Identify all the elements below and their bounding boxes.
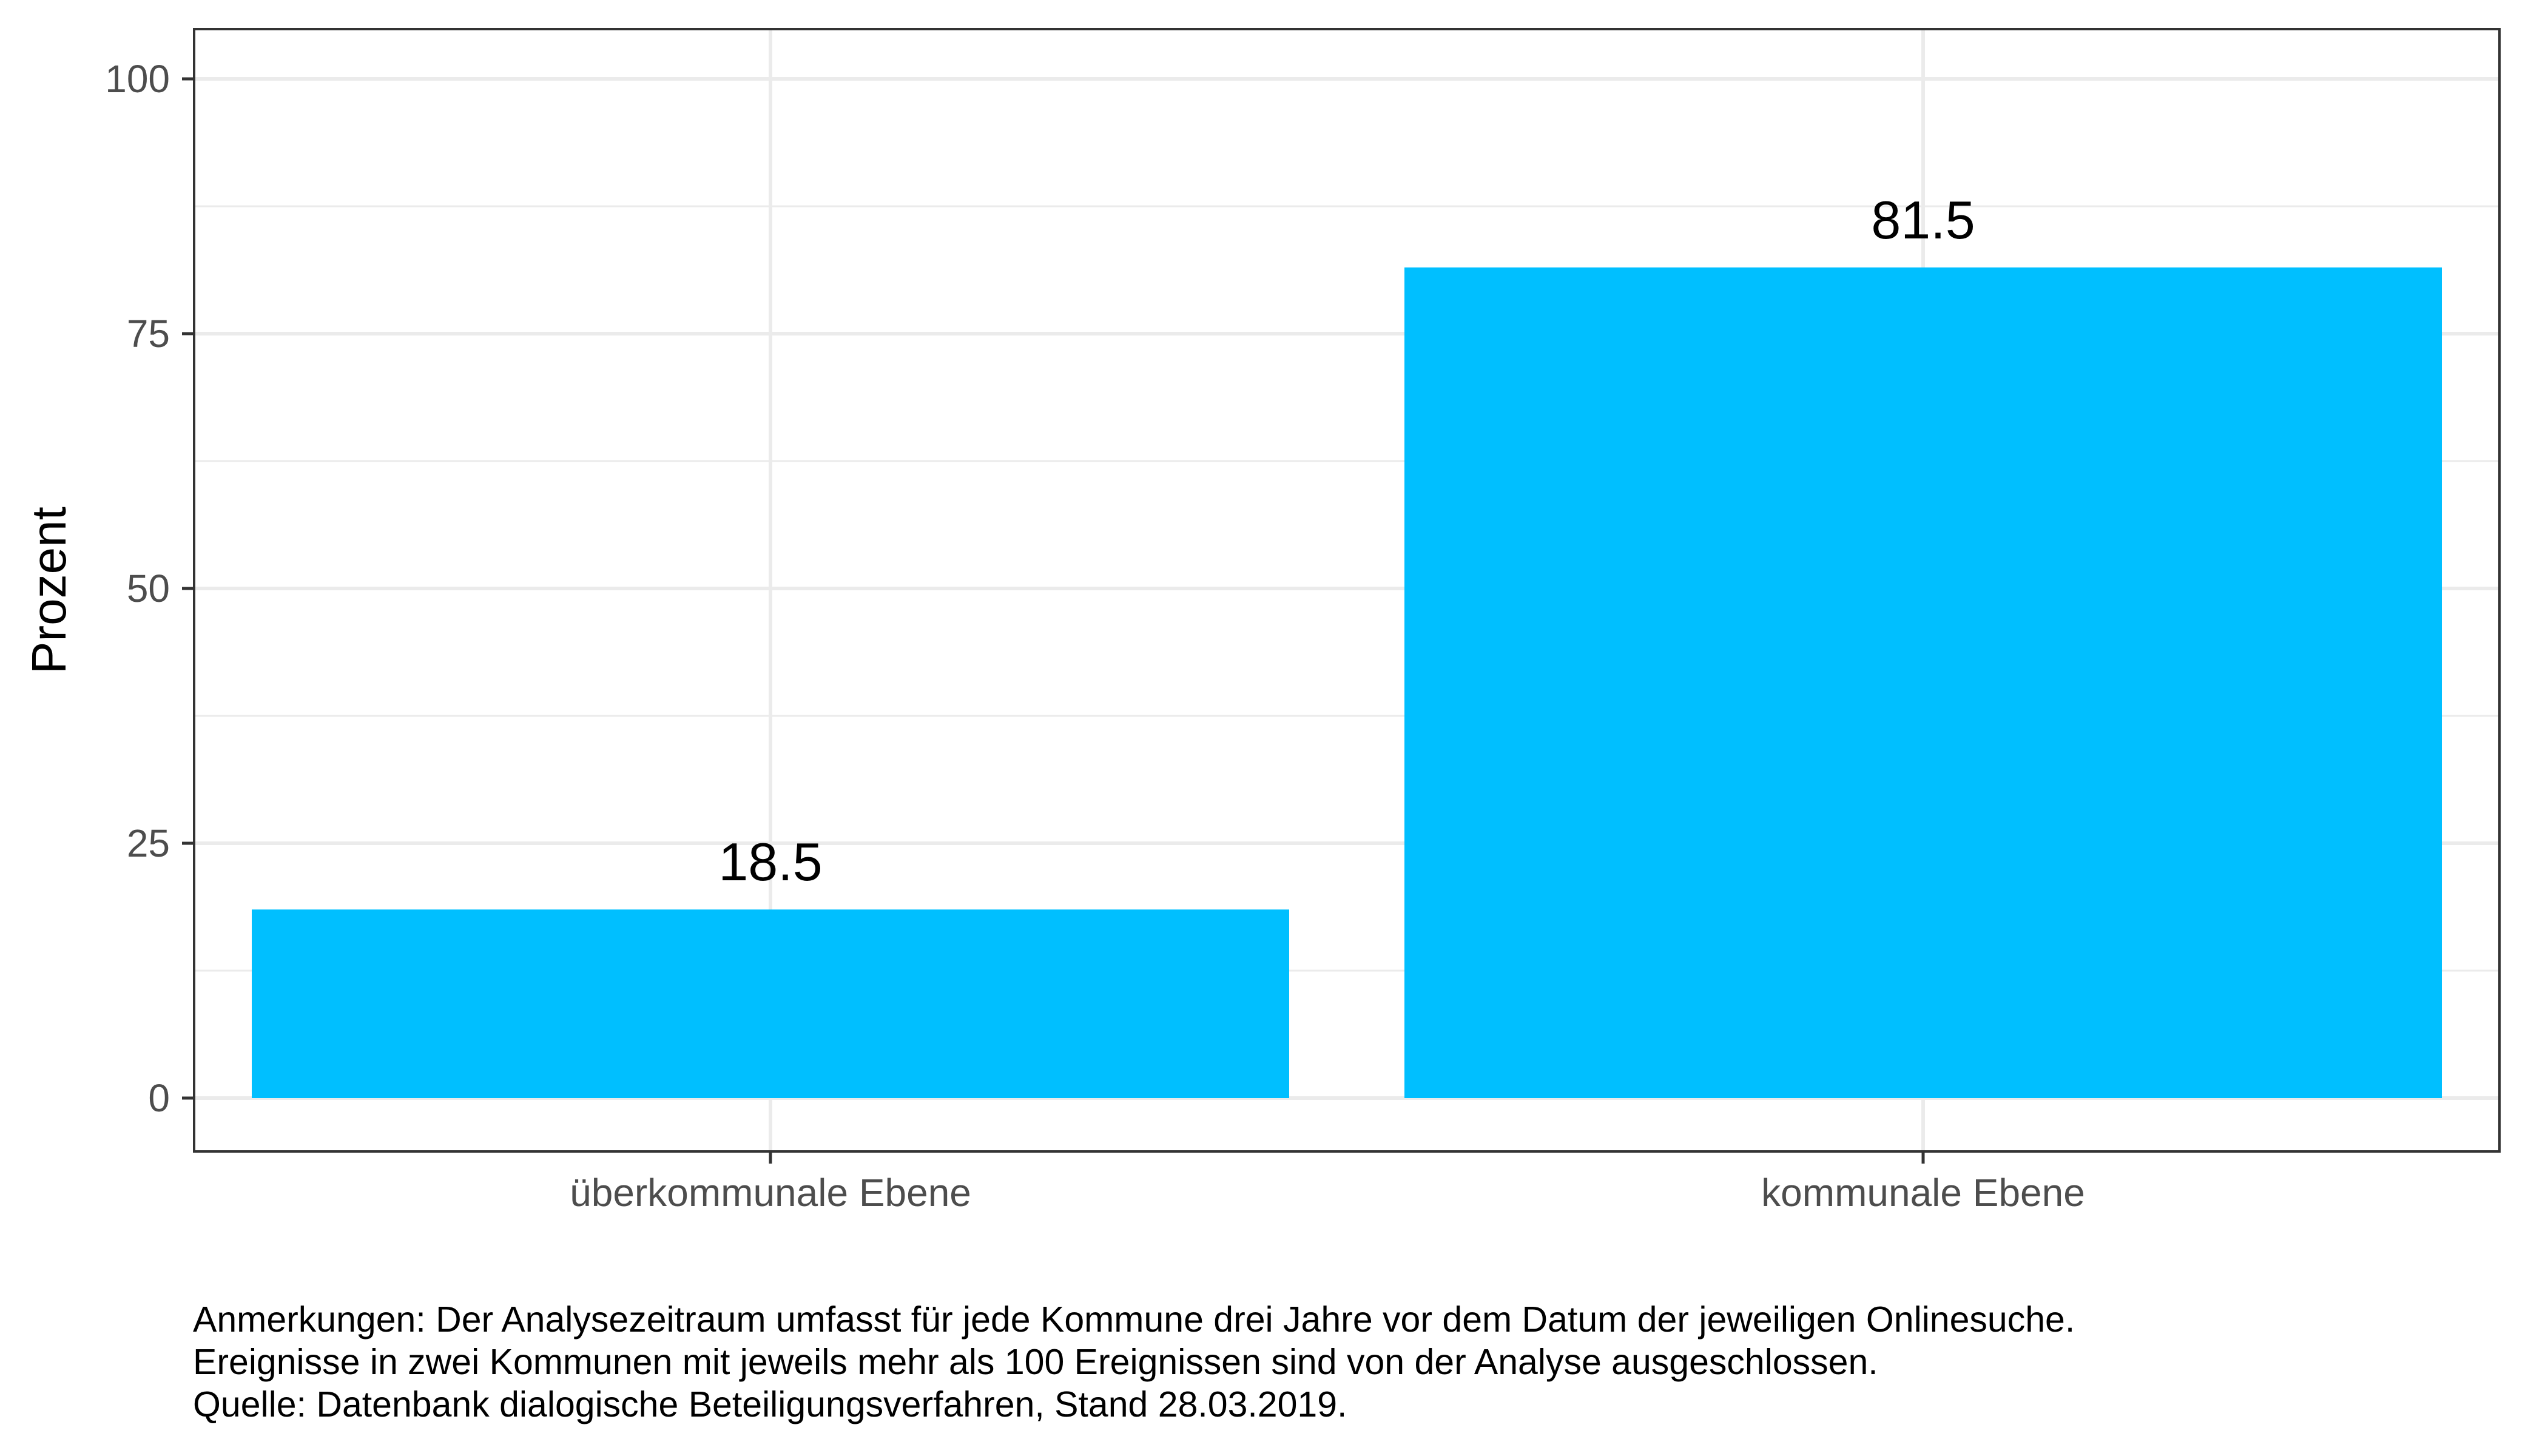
bar <box>1404 267 2442 1098</box>
note-exclusion: Ereignisse in zwei Kommunen mit jeweils … <box>193 1342 1878 1382</box>
y-axis-title: Prozent <box>22 507 76 674</box>
y-tick-label: 100 <box>105 57 170 101</box>
y-tick-label: 25 <box>127 821 170 865</box>
bar <box>252 909 1289 1098</box>
note-remarks: Anmerkungen: Der Analysezeitraum umfasst… <box>193 1299 2075 1340</box>
chart-notes: Anmerkungen: Der Analysezeitraum umfasst… <box>193 1298 2529 1426</box>
y-axis: 0 25 50 75 100 <box>105 57 194 1120</box>
y-tick-label: 50 <box>127 567 170 610</box>
note-source: Quelle: Datenbank dialogische Beteiligun… <box>193 1384 1347 1424</box>
data-labels: 18.5 81.5 <box>718 190 1975 892</box>
y-tick-label: 75 <box>127 312 170 356</box>
x-tick-label: überkommunale Ebene <box>570 1171 971 1215</box>
x-tick-label: kommunale Ebene <box>1761 1171 2085 1215</box>
bar-value-label: 18.5 <box>718 832 822 892</box>
y-tick-label: 0 <box>148 1076 170 1120</box>
bar-value-label: 81.5 <box>1871 190 1975 250</box>
x-axis: überkommunale Ebene kommunale Ebene <box>570 1151 2085 1215</box>
bars <box>252 267 2442 1098</box>
plot-frame <box>193 28 2501 1153</box>
